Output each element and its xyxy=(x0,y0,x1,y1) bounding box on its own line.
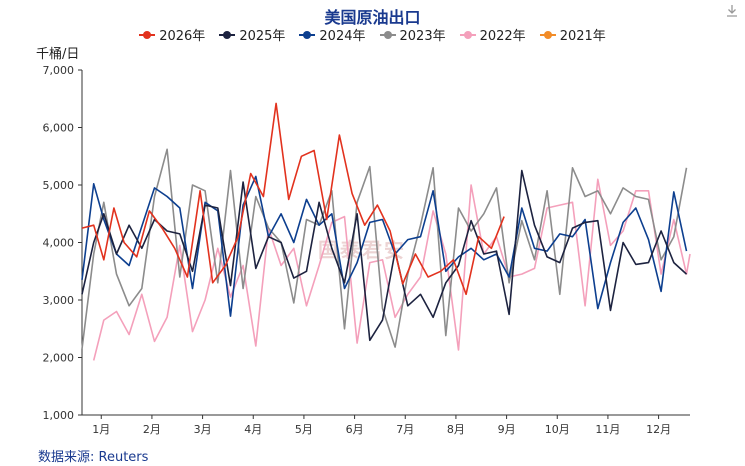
legend-item[interactable]: 2025年 xyxy=(219,25,285,44)
x-tick-label: 8月 xyxy=(447,423,465,436)
x-tick-label: 7月 xyxy=(396,423,414,436)
x-tick-label: 10月 xyxy=(545,423,570,436)
x-tick-label: 9月 xyxy=(498,423,516,436)
legend: 2026年 2025年 2024年 2023年 2022年 2021年 xyxy=(0,25,745,44)
x-tick-label: 4月 xyxy=(244,423,262,436)
legend-marker-icon xyxy=(219,30,236,40)
y-tick-label: 1,000 xyxy=(43,409,75,422)
legend-marker-icon xyxy=(539,30,556,40)
x-tick-label: 12月 xyxy=(646,423,671,436)
legend-item[interactable]: 2024年 xyxy=(299,25,366,44)
series-line-2025 xyxy=(81,169,688,342)
x-tick-label: 1月 xyxy=(92,423,110,436)
series-line-2024 xyxy=(81,175,688,317)
legend-label: 2024年 xyxy=(319,29,366,44)
legend-label: 2026年 xyxy=(159,29,206,44)
x-tick-label: 2月 xyxy=(143,423,161,436)
y-tick-label: 5,000 xyxy=(43,179,75,192)
series-line-2022 xyxy=(92,178,691,361)
legend-label: 2025年 xyxy=(239,29,286,44)
legend-label: 2022年 xyxy=(479,29,526,44)
y-tick-label: 4,000 xyxy=(43,237,75,250)
legend-marker-icon xyxy=(459,30,476,40)
x-tick-label: 11月 xyxy=(595,423,620,436)
series-line-2023 xyxy=(81,148,688,349)
chart-title: 美国原油出口 xyxy=(324,8,421,27)
source-note: 数据来源: Reuters xyxy=(38,450,149,465)
y-tick-label: 2,000 xyxy=(43,352,75,365)
download-icon[interactable] xyxy=(725,4,739,18)
series-line-2026 xyxy=(81,102,505,296)
legend-item[interactable]: 2026年 xyxy=(139,25,205,44)
legend-label: 2021年 xyxy=(559,29,606,44)
x-tick-label: 3月 xyxy=(194,423,212,436)
y-tick-label: 6,000 xyxy=(43,122,75,135)
legend-marker-icon xyxy=(299,30,316,40)
x-tick-label: 6月 xyxy=(346,423,364,436)
y-axis-unit: 千桶/日 xyxy=(36,47,80,62)
y-tick-label: 7,000 xyxy=(43,64,75,77)
y-tick-label: 3,000 xyxy=(43,294,75,307)
legend-item[interactable]: 2022年 xyxy=(459,25,526,44)
legend-item[interactable]: 2021年 xyxy=(539,25,606,44)
legend-label: 2023年 xyxy=(399,29,446,44)
legend-marker-icon xyxy=(379,30,396,40)
x-tick-label: 5月 xyxy=(295,423,313,436)
legend-marker-icon xyxy=(139,30,156,40)
legend-item[interactable]: 2023年 xyxy=(379,25,446,44)
